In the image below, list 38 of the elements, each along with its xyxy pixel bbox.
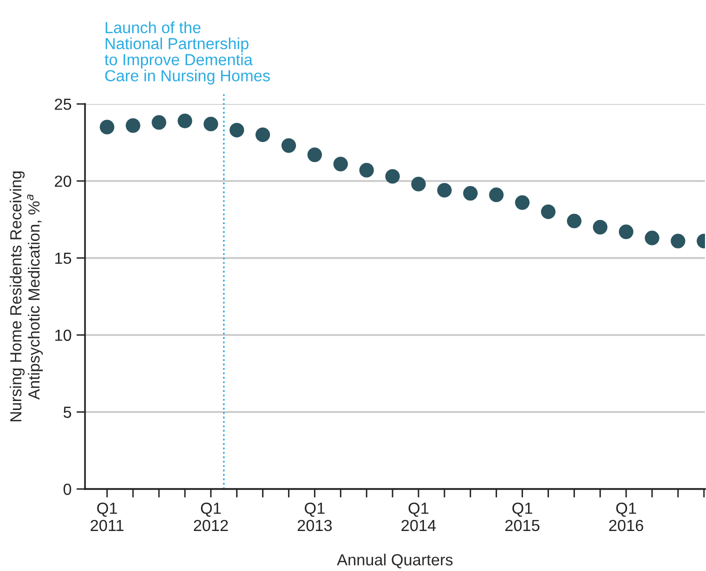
point: [281, 138, 296, 153]
point: [540, 204, 556, 220]
point: [592, 220, 608, 234]
x-axis-title: Annual Quarters: [336, 554, 453, 568]
ref-line-label: Launch of the National Partnership to Improve Dementia Care in Nursing Homes: [104, 22, 270, 85]
point: [126, 118, 140, 133]
point: [437, 182, 452, 198]
x-tick-label: Q1 2015: [505, 502, 540, 532]
point: [100, 120, 114, 134]
x-tick-label: Q1 2012: [194, 502, 228, 532]
x-tick-label: Q1 2011: [90, 502, 124, 532]
point: [333, 156, 348, 172]
point: [411, 176, 426, 192]
point: [152, 115, 166, 130]
point: [463, 186, 478, 201]
y-axis-title: Nursing Home Residents Receiving Antipsychotic Medication, %$^{a}$: [10, 171, 43, 422]
y-tick-label: 10: [55, 330, 72, 341]
y-tick-label: 20: [54, 176, 72, 187]
point: [178, 114, 192, 128]
point: [670, 234, 686, 248]
point: [644, 230, 660, 246]
point: [307, 148, 322, 162]
point: [515, 195, 530, 210]
point: [566, 214, 582, 228]
y-tick-label: 0: [64, 484, 72, 495]
x-tick-label: Q1 2014: [402, 502, 436, 532]
point: [255, 128, 270, 142]
point: [230, 122, 244, 138]
x-tick-label: Q1 2016: [609, 502, 644, 532]
point: [489, 188, 504, 202]
y-tick-label: 25: [54, 98, 72, 110]
y-tick-label: 5: [64, 406, 72, 418]
point: [359, 162, 374, 178]
y-tick-label: 15: [55, 252, 72, 264]
point: [618, 224, 634, 240]
x-tick-label: Q1 2013: [298, 502, 332, 532]
point: [204, 116, 218, 132]
point: [385, 169, 400, 184]
